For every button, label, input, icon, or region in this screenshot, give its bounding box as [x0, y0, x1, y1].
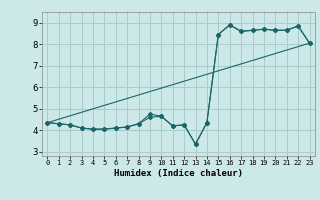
- X-axis label: Humidex (Indice chaleur): Humidex (Indice chaleur): [114, 169, 243, 178]
